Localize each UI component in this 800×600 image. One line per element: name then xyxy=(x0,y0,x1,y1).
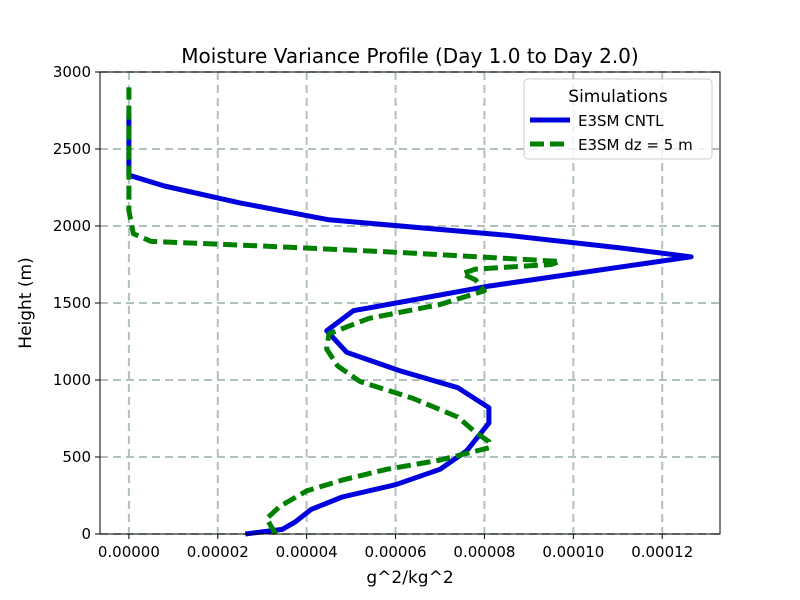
x-tick-label: 0.00006 xyxy=(365,543,427,561)
x-tick-label: 0.00004 xyxy=(276,543,338,561)
x-axis-label: g^2/kg^2 xyxy=(366,568,453,588)
series-lines xyxy=(126,87,694,537)
y-axis-label: Height (m) xyxy=(16,257,36,348)
legend-label-dz5m: E3SM dz = 5 m xyxy=(578,136,693,154)
y-tick-label: 3000 xyxy=(53,63,91,81)
x-tick-label: 0.00012 xyxy=(631,543,693,561)
y-axis-ticks: 0 500 1000 1500 2000 2500 3000 xyxy=(53,63,100,543)
series-line-cntl xyxy=(126,115,694,537)
x-tick-label: 0.00002 xyxy=(187,543,249,561)
x-tick-label: 0.00000 xyxy=(98,543,160,561)
y-tick-label: 0 xyxy=(81,525,91,543)
y-tick-label: 500 xyxy=(62,448,91,466)
chart-title: Moisture Variance Profile (Day 1.0 to Da… xyxy=(181,44,638,68)
y-tick-label: 2000 xyxy=(53,217,91,235)
legend-label-cntl: E3SM CNTL xyxy=(578,112,664,130)
y-tick-label: 1500 xyxy=(53,294,91,312)
legend: Simulations E3SM CNTL E3SM dz = 5 m xyxy=(523,78,713,160)
x-axis-ticks: 0.00000 0.00002 0.00004 0.00006 0.00008 0.000… xyxy=(98,534,693,561)
series-line-dz5m xyxy=(126,87,563,536)
y-tick-label: 2500 xyxy=(53,140,91,158)
legend-title: Simulations xyxy=(568,87,668,107)
grid-lines xyxy=(100,71,720,535)
legend-box xyxy=(523,78,713,160)
x-tick-label: 0.00010 xyxy=(542,543,604,561)
x-tick-label: 0.00008 xyxy=(453,543,515,561)
y-tick-label: 1000 xyxy=(53,371,91,389)
